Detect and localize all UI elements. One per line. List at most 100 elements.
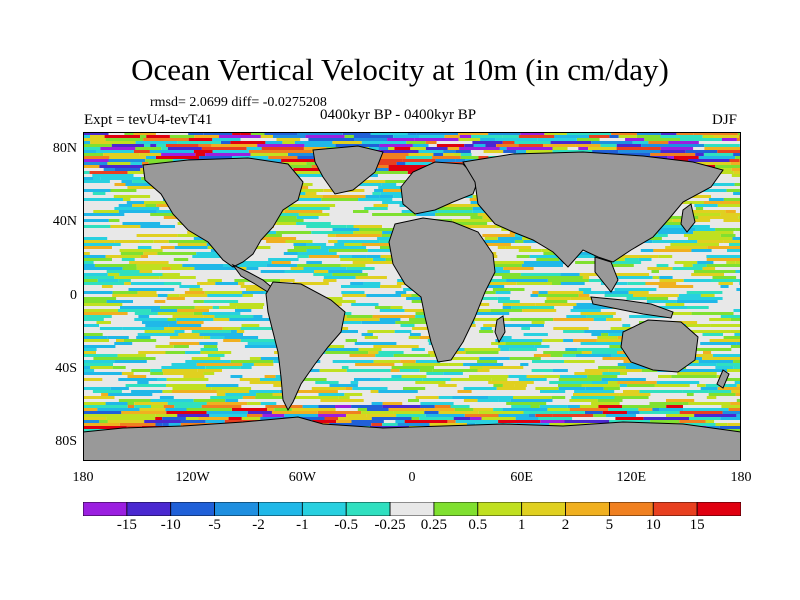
velocity-cell bbox=[174, 405, 202, 408]
velocity-cell bbox=[453, 417, 471, 420]
velocity-cell bbox=[460, 153, 472, 156]
velocity-cell bbox=[124, 132, 134, 135]
velocity-cell bbox=[691, 249, 712, 252]
velocity-cell bbox=[498, 399, 511, 402]
velocity-cell bbox=[351, 420, 384, 423]
velocity-cell bbox=[253, 315, 263, 318]
velocity-cell bbox=[604, 294, 633, 297]
velocity-cell bbox=[83, 273, 108, 276]
velocity-cell bbox=[107, 273, 120, 276]
velocity-cell bbox=[691, 273, 724, 276]
velocity-cell bbox=[387, 138, 415, 141]
velocity-cell bbox=[83, 300, 107, 303]
velocity-cell bbox=[531, 369, 553, 372]
velocity-cell bbox=[581, 384, 620, 387]
velocity-cell bbox=[335, 144, 380, 147]
velocity-cell bbox=[117, 354, 146, 357]
latitude-tick-label: 40S bbox=[55, 360, 77, 376]
velocity-cell bbox=[498, 414, 530, 417]
velocity-cell bbox=[113, 195, 151, 198]
velocity-cell bbox=[592, 150, 619, 153]
velocity-cell bbox=[666, 414, 695, 417]
velocity-cell bbox=[225, 393, 257, 396]
velocity-cell bbox=[232, 132, 241, 135]
velocity-cell bbox=[495, 291, 511, 294]
velocity-cell bbox=[162, 417, 186, 420]
velocity-cell bbox=[501, 324, 544, 327]
velocity-cell bbox=[172, 315, 203, 318]
velocity-cell bbox=[161, 153, 196, 156]
velocity-cell bbox=[118, 378, 157, 381]
velocity-cell bbox=[139, 270, 153, 273]
velocity-cell bbox=[677, 297, 723, 300]
velocity-cell bbox=[683, 201, 704, 204]
velocity-cell bbox=[358, 198, 393, 201]
velocity-cell bbox=[225, 399, 239, 402]
velocity-cell bbox=[133, 150, 150, 153]
velocity-cell bbox=[665, 246, 708, 249]
velocity-cell bbox=[260, 270, 285, 273]
velocity-cell bbox=[496, 144, 519, 147]
velocity-cell bbox=[589, 393, 620, 396]
velocity-cell bbox=[713, 135, 740, 138]
velocity-cell bbox=[164, 282, 182, 285]
velocity-cell bbox=[323, 345, 345, 348]
velocity-cell bbox=[498, 345, 535, 348]
velocity-cell bbox=[83, 141, 91, 144]
velocity-cell bbox=[560, 282, 585, 285]
velocity-cell bbox=[319, 348, 359, 351]
velocity-cell bbox=[311, 165, 322, 168]
velocity-cell bbox=[378, 186, 411, 189]
velocity-cell bbox=[201, 405, 242, 408]
velocity-cell bbox=[240, 366, 252, 369]
velocity-cell bbox=[599, 138, 609, 141]
velocity-cell bbox=[242, 396, 256, 399]
velocity-cell bbox=[708, 198, 724, 201]
velocity-cell bbox=[700, 342, 737, 345]
velocity-cell bbox=[580, 342, 624, 345]
velocity-cell bbox=[312, 420, 337, 423]
velocity-cell bbox=[372, 156, 406, 159]
velocity-cell bbox=[106, 270, 140, 273]
velocity-cell bbox=[373, 345, 419, 348]
velocity-cell bbox=[660, 132, 677, 135]
velocity-cell bbox=[566, 132, 611, 135]
velocity-cell bbox=[601, 333, 609, 336]
velocity-cell bbox=[105, 255, 122, 258]
velocity-cell bbox=[150, 372, 164, 375]
velocity-cell bbox=[263, 234, 282, 237]
velocity-cell bbox=[162, 273, 180, 276]
velocity-cell bbox=[367, 408, 389, 411]
velocity-cell bbox=[447, 420, 456, 423]
velocity-cell bbox=[535, 303, 577, 306]
velocity-cell bbox=[297, 252, 337, 255]
velocity-cell bbox=[622, 324, 631, 327]
velocity-cell bbox=[176, 318, 214, 321]
velocity-cell bbox=[736, 342, 741, 345]
velocity-cell bbox=[518, 378, 547, 381]
velocity-cell bbox=[435, 213, 478, 216]
velocity-cell bbox=[391, 375, 402, 378]
velocity-cell bbox=[145, 204, 157, 207]
velocity-cell bbox=[306, 162, 316, 165]
velocity-cell bbox=[185, 351, 201, 354]
velocity-cell bbox=[654, 384, 690, 387]
velocity-cell bbox=[332, 360, 374, 363]
velocity-cell bbox=[618, 150, 661, 153]
velocity-cell bbox=[728, 408, 741, 411]
colorbar-swatch bbox=[258, 502, 303, 516]
velocity-cell bbox=[268, 258, 299, 261]
velocity-cell bbox=[247, 342, 278, 345]
velocity-cell bbox=[122, 267, 137, 270]
velocity-cell bbox=[502, 303, 536, 306]
velocity-cell bbox=[165, 351, 186, 354]
velocity-cell bbox=[712, 354, 741, 357]
velocity-cell bbox=[521, 264, 563, 267]
velocity-cell bbox=[518, 135, 555, 138]
velocity-cell bbox=[388, 165, 427, 168]
southeast-asia bbox=[594, 256, 619, 293]
velocity-cell bbox=[283, 150, 312, 153]
velocity-cell bbox=[245, 246, 271, 249]
velocity-cell bbox=[706, 258, 741, 261]
velocity-cell bbox=[472, 141, 503, 144]
